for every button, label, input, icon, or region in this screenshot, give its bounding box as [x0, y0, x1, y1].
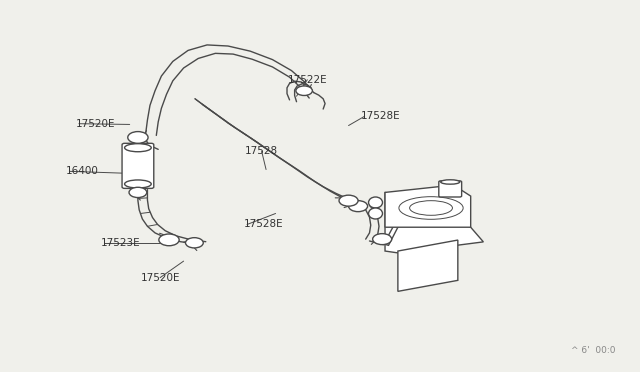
- FancyBboxPatch shape: [439, 181, 461, 197]
- Text: 17520E: 17520E: [140, 273, 180, 283]
- Text: 17528: 17528: [245, 146, 278, 156]
- Circle shape: [159, 234, 179, 246]
- Circle shape: [296, 86, 312, 96]
- Circle shape: [349, 201, 367, 212]
- Ellipse shape: [125, 180, 151, 188]
- Polygon shape: [385, 185, 470, 227]
- Ellipse shape: [441, 180, 460, 184]
- Text: ^ 6'  00:0: ^ 6' 00:0: [570, 346, 615, 355]
- Text: 16400: 16400: [66, 166, 99, 176]
- Circle shape: [129, 187, 147, 198]
- Text: 17528E: 17528E: [244, 219, 284, 230]
- Polygon shape: [398, 240, 458, 291]
- Ellipse shape: [125, 144, 151, 152]
- Circle shape: [372, 234, 392, 245]
- Polygon shape: [385, 192, 483, 253]
- Circle shape: [128, 132, 148, 143]
- Text: 17528E: 17528E: [361, 111, 401, 121]
- Text: 17522E: 17522E: [287, 75, 327, 85]
- Ellipse shape: [369, 197, 383, 208]
- Ellipse shape: [399, 197, 463, 219]
- Ellipse shape: [369, 208, 383, 219]
- Circle shape: [186, 238, 204, 248]
- Circle shape: [339, 195, 358, 206]
- Text: 17523E: 17523E: [101, 238, 141, 248]
- Text: 17520E: 17520E: [76, 119, 115, 129]
- Ellipse shape: [410, 201, 452, 215]
- FancyBboxPatch shape: [122, 143, 154, 188]
